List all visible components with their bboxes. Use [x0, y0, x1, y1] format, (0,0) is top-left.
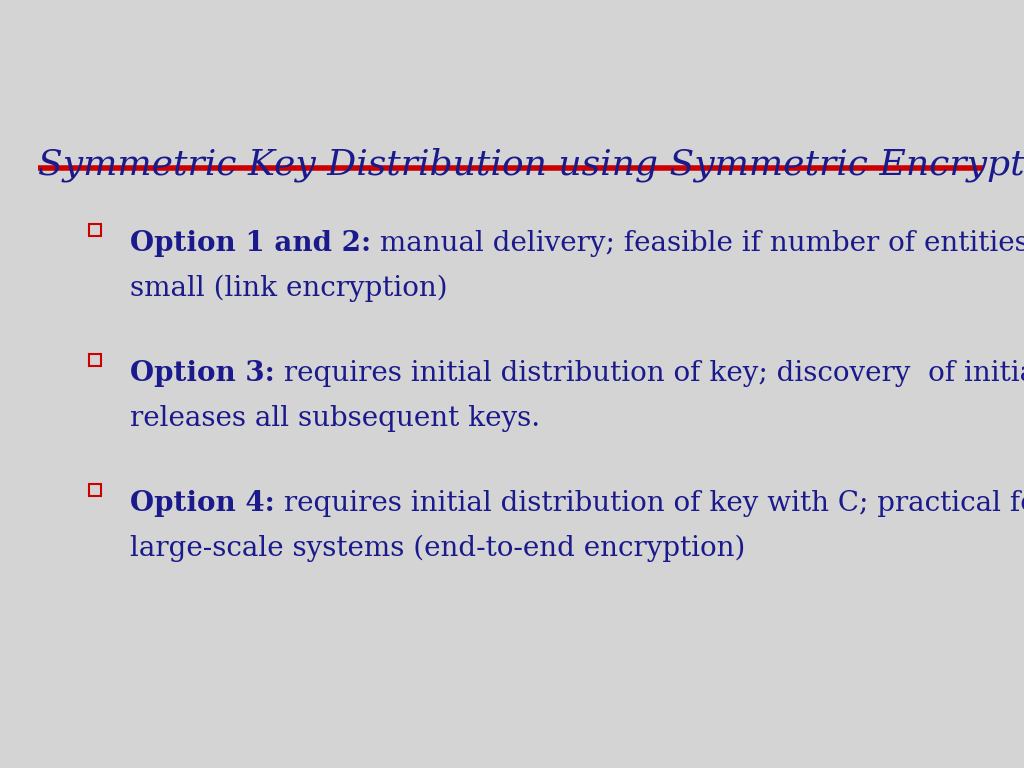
Text: large-scale systems (end-to-end encryption): large-scale systems (end-to-end encrypti… — [130, 535, 745, 562]
Text: Symmetric Key Distribution using Symmetric Encryption: Symmetric Key Distribution using Symmetr… — [38, 148, 1024, 183]
Text: Option 3:: Option 3: — [130, 360, 274, 387]
Text: releases all subsequent keys.: releases all subsequent keys. — [130, 405, 540, 432]
Text: requires initial distribution of key with C; practical for: requires initial distribution of key wit… — [274, 490, 1024, 517]
Text: Option 1 and 2:: Option 1 and 2: — [130, 230, 371, 257]
Text: small (link encryption): small (link encryption) — [130, 275, 447, 303]
Text: manual delivery; feasible if number of entities is: manual delivery; feasible if number of e… — [371, 230, 1024, 257]
Text: requires initial distribution of key; discovery  of initial key: requires initial distribution of key; di… — [274, 360, 1024, 387]
Text: Option 4:: Option 4: — [130, 490, 274, 517]
